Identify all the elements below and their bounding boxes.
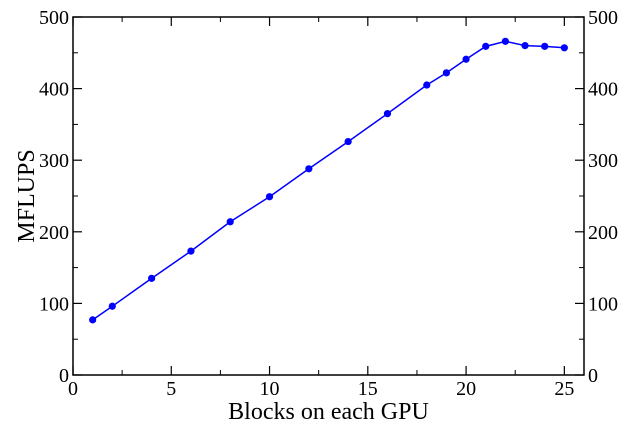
data-point — [501, 37, 509, 45]
data-point — [148, 274, 156, 282]
data-point — [560, 44, 568, 52]
data-point — [462, 55, 470, 63]
data-point — [423, 81, 431, 89]
data-point — [226, 218, 234, 226]
data-point — [344, 137, 352, 146]
data-point — [89, 316, 97, 324]
data-point — [541, 42, 549, 50]
y-tick-label-right: 100 — [588, 293, 618, 315]
data-point — [265, 193, 274, 201]
data-point — [305, 165, 313, 173]
y-tick-label-left: 400 — [39, 79, 69, 101]
y-tick-label-right: 300 — [588, 150, 618, 172]
series-line — [92, 40, 565, 321]
y-tick-label-left: 500 — [39, 7, 69, 29]
y-tick-label-right: 500 — [588, 7, 618, 29]
y-axis-title: MFLUPS — [14, 149, 40, 242]
y-tick-label-right: 0 — [588, 365, 598, 387]
x-tick-label: 10 — [260, 378, 280, 400]
x-tick-label: 15 — [358, 378, 378, 400]
data-point — [108, 302, 116, 310]
y-tick-label-right: 400 — [588, 79, 618, 101]
x-tick-label: 20 — [456, 378, 476, 400]
data-point — [187, 247, 195, 255]
x-axis-title: Blocks on each GPU — [228, 399, 429, 425]
y-tick-label-left: 300 — [39, 150, 69, 172]
y-tick-label-left: 0 — [59, 365, 69, 387]
y-tick-label-left: 100 — [39, 293, 69, 315]
data-point — [442, 69, 451, 77]
x-tick-label: 25 — [554, 378, 574, 400]
x-tick-label: 0 — [68, 378, 78, 400]
data-point — [383, 110, 392, 118]
data-point — [482, 42, 490, 50]
x-tick-label: 5 — [166, 378, 176, 400]
plot-frame — [72, 16, 585, 376]
series-layer — [89, 37, 568, 324]
data-point — [521, 42, 529, 50]
y-tick-label-left: 200 — [39, 222, 69, 244]
y-tick-label-right: 200 — [588, 222, 618, 244]
